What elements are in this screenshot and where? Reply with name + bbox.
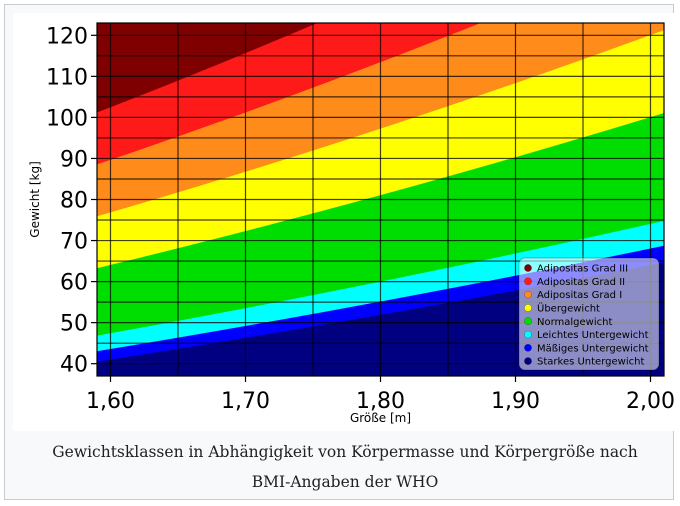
y-tick-label: 100	[46, 106, 88, 131]
y-tick-label: 60	[60, 271, 88, 296]
legend-entry: Mäßiges Untergewicht	[537, 343, 649, 354]
x-tick-label: 2,00	[626, 389, 675, 414]
y-tick-label: 110	[46, 65, 88, 90]
legend-marker	[524, 264, 532, 272]
legend-marker	[524, 290, 532, 299]
legend-marker	[524, 343, 532, 352]
legend-marker	[524, 277, 532, 286]
x-tick-label: 1,80	[356, 389, 405, 414]
y-tick-label: 80	[60, 189, 88, 214]
x-tick-label: 1,60	[86, 389, 135, 414]
y-tick-label: 50	[60, 312, 88, 337]
legend-marker	[524, 330, 532, 339]
y-tick-label: 120	[46, 24, 88, 49]
legend-entry: Leichtes Untergewicht	[537, 330, 649, 341]
y-axis-label: Gewicht [kg]	[28, 161, 42, 237]
caption-line-1: Gewichtsklassen in Abhängigkeit von Körp…	[52, 443, 638, 461]
y-tick-label: 40	[60, 353, 88, 378]
legend-entry: Adipositas Grad II	[537, 277, 625, 288]
legend-marker	[524, 304, 532, 312]
bmi-chart: 1,60 1,70 1,80 1,90 2,00 40 50 60 70 80 90 100 110 12…	[13, 13, 675, 431]
legend: Adipositas Grad III Adipositas Grad II Adi…	[518, 257, 660, 371]
axis-ticks: 1,60 1,70 1,80 1,90 2,00 40 50 60 70 80 90 100 110 12…	[46, 24, 675, 414]
figure-caption: Gewichtsklassen in Abhängigkeit von Körp…	[5, 437, 680, 497]
legend-marker	[524, 357, 532, 365]
legend-entry: Adipositas Grad I	[537, 290, 622, 301]
legend-entry: Starkes Untergewicht	[537, 357, 644, 368]
legend-box	[518, 257, 660, 371]
x-tick-label: 1,70	[221, 389, 270, 414]
bmi-chart-svg: 1,60 1,70 1,80 1,90 2,00 40 50 60 70 80 90 100 110 12…	[28, 22, 675, 425]
legend-entry: Übergewicht	[537, 302, 600, 315]
y-tick-label: 90	[60, 147, 88, 172]
legend-entry: Adipositas Grad III	[537, 264, 628, 275]
legend-entry: Normalgewicht	[537, 317, 612, 328]
caption-line-2: BMI-Angaben der WHO	[251, 473, 439, 491]
figure-frame: 1,60 1,70 1,80 1,90 2,00 40 50 60 70 80 90 100 110 12…	[4, 4, 675, 500]
y-tick-label: 70	[60, 230, 88, 255]
x-axis-label: Größe [m]	[350, 411, 411, 425]
x-tick-label: 1,90	[491, 389, 540, 414]
legend-marker	[524, 317, 532, 326]
